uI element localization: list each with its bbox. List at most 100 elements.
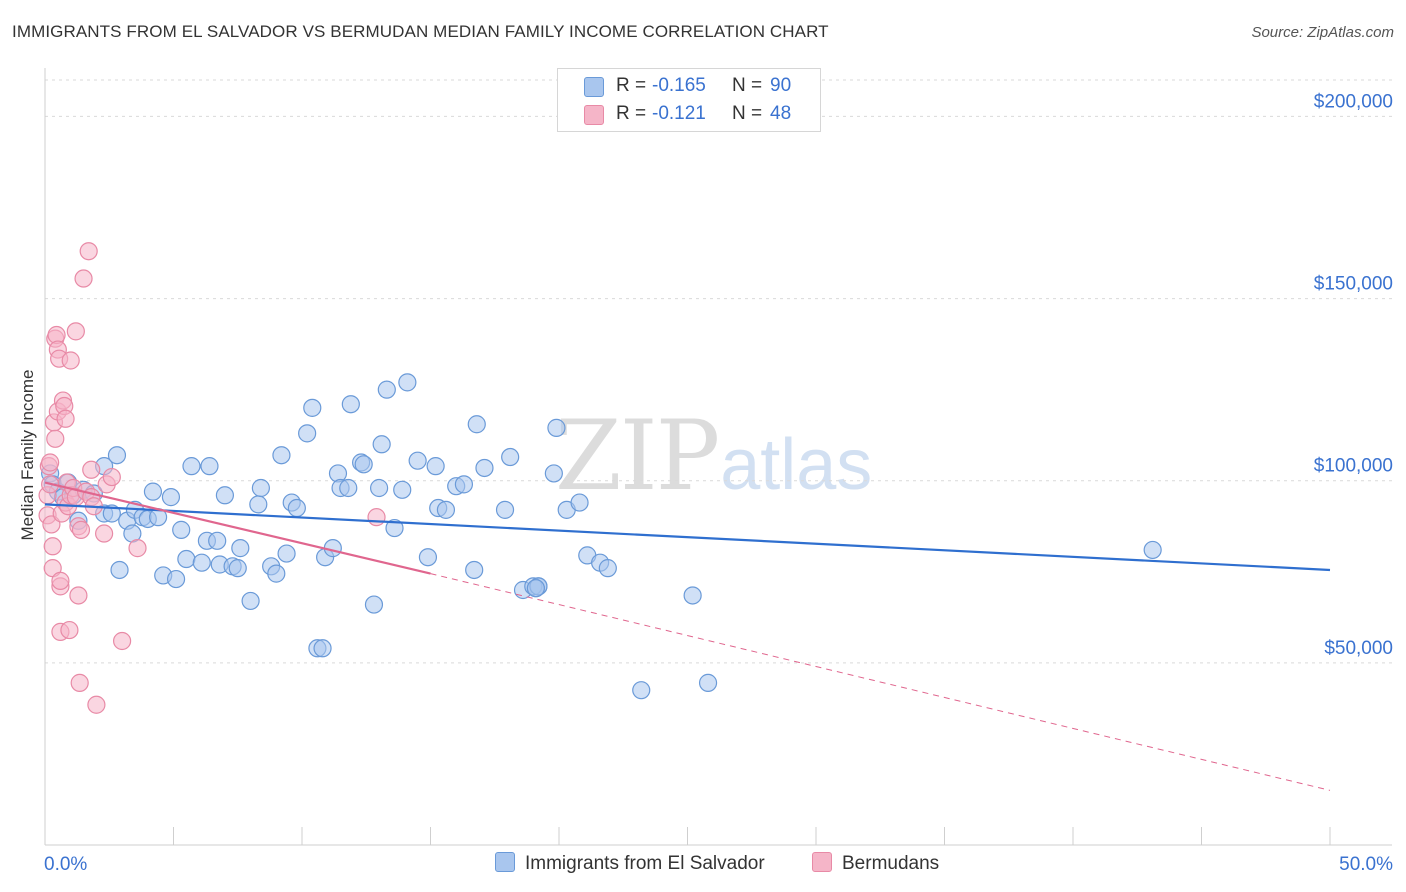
- data-point-bermudans: [79, 242, 98, 261]
- bottom-legend-label-bermudans: Bermudans: [842, 853, 940, 874]
- x-tick-label: 0.0%: [44, 854, 87, 875]
- data-point-salvador: [475, 458, 494, 478]
- data-point-bermudans: [87, 695, 106, 714]
- chart-title: IMMIGRANTS FROM EL SALVADOR VS BERMUDAN …: [12, 22, 829, 41]
- data-point-bermudans: [82, 460, 101, 479]
- legend-n-label: N =: [732, 75, 763, 96]
- data-point-salvador: [418, 548, 438, 567]
- data-point-salvador: [161, 488, 181, 507]
- data-point-bermudans: [51, 571, 70, 590]
- trend-line-salvador: [44, 503, 1331, 572]
- data-point-salvador: [208, 531, 227, 550]
- data-point-salvador: [192, 553, 211, 572]
- data-point-salvador: [110, 560, 129, 580]
- data-point-salvador: [339, 478, 358, 498]
- data-point-bermudans: [69, 586, 88, 605]
- bottom-legend-bermudans: Bermudans: [812, 852, 939, 875]
- legend-r-label: R =: [616, 103, 647, 124]
- data-point-salvador: [107, 446, 127, 465]
- data-point-salvador: [526, 579, 545, 598]
- bottom-legend-swatch-blue: [495, 852, 515, 872]
- data-point-bermudans: [71, 520, 91, 539]
- data-point-salvador: [228, 559, 247, 578]
- data-point-salvador: [570, 493, 589, 512]
- data-point-salvador: [182, 457, 201, 476]
- legend-n-value: 48: [770, 103, 792, 124]
- data-point-salvador: [251, 478, 270, 498]
- data-point-salvador: [249, 495, 268, 514]
- bottom-legend-salvador: Immigrants from El Salvador: [495, 852, 765, 875]
- data-point-salvador: [231, 539, 250, 558]
- data-point-bermudans: [70, 673, 89, 692]
- y-axis-label: Median Family Income: [18, 369, 37, 540]
- data-point-bermudans: [43, 537, 62, 556]
- legend-n-label: N =: [732, 103, 763, 124]
- data-point-salvador: [467, 415, 486, 434]
- data-point-salvador: [377, 380, 396, 399]
- legend-swatch-blue: [584, 77, 604, 97]
- legend-swatch-pink: [584, 105, 604, 125]
- data-point-salvador: [454, 475, 474, 494]
- legend-r-value: -0.165: [652, 75, 706, 96]
- data-point-salvador: [683, 586, 702, 605]
- stats-legend: R = -0.165 N = 90 R = -0.121 N = 48: [557, 68, 821, 132]
- data-point-salvador: [385, 518, 404, 538]
- data-point-bermudans: [102, 467, 121, 487]
- legend-r-value: -0.121: [652, 103, 706, 124]
- data-point-salvador: [426, 457, 445, 476]
- data-point-salvador: [102, 504, 121, 523]
- data-point-salvador: [143, 482, 163, 501]
- data-point-salvador: [372, 435, 391, 454]
- data-point-bermudans: [112, 631, 132, 651]
- data-point-bermudans: [46, 429, 65, 448]
- data-point-bermudans: [74, 269, 93, 288]
- data-point-salvador: [408, 451, 427, 470]
- data-point-bermudans: [95, 524, 114, 543]
- data-point-bermudans: [128, 539, 147, 558]
- trend-line-extension-bermudans: [430, 573, 1331, 791]
- data-point-salvador: [277, 544, 296, 563]
- data-point-salvador: [547, 418, 566, 437]
- data-point-salvador: [632, 681, 651, 700]
- data-point-bermudans: [367, 508, 386, 527]
- data-point-salvador: [200, 457, 219, 476]
- bottom-legend-swatch-pink: [812, 852, 832, 872]
- data-point-salvador: [1143, 540, 1162, 560]
- data-point-bermudans: [41, 453, 60, 472]
- data-point-bermudans: [56, 409, 75, 428]
- data-point-salvador: [598, 559, 617, 578]
- data-point-salvador: [398, 373, 417, 392]
- data-point-salvador: [298, 424, 317, 443]
- data-point-salvador: [495, 500, 515, 519]
- data-point-salvador: [215, 486, 234, 505]
- data-point-salvador: [303, 398, 322, 417]
- data-point-salvador: [698, 673, 718, 692]
- data-point-salvador: [272, 446, 291, 465]
- data-point-salvador: [544, 464, 563, 483]
- legend-r-label: R =: [616, 75, 647, 96]
- bottom-legend-label-salvador: Immigrants from El Salvador: [525, 853, 765, 874]
- data-point-salvador: [241, 591, 260, 611]
- y-tick-label: $100,000: [1314, 456, 1393, 477]
- y-tick-label: $150,000: [1314, 274, 1393, 295]
- y-tick-label: $50,000: [1324, 638, 1393, 659]
- trend-line-bermudans: [44, 481, 431, 575]
- data-point-salvador: [267, 564, 286, 583]
- x-tick-label: 50.0%: [1339, 854, 1393, 875]
- data-point-bermudans: [61, 351, 80, 370]
- data-point-bermudans: [66, 322, 85, 341]
- source-label: Source: ZipAtlas.com: [1251, 24, 1394, 41]
- data-point-salvador: [177, 549, 196, 569]
- data-point-salvador: [370, 478, 389, 498]
- data-point-bermudans: [60, 620, 79, 640]
- data-point-salvador: [393, 480, 412, 499]
- data-point-salvador: [465, 560, 484, 580]
- legend-n-value: 90: [770, 75, 792, 96]
- y-tick-label: $200,000: [1314, 91, 1393, 112]
- data-point-salvador: [436, 500, 456, 519]
- data-point-salvador: [364, 595, 384, 614]
- data-point-salvador: [166, 569, 186, 589]
- data-point-salvador: [354, 455, 373, 474]
- data-point-salvador: [172, 520, 191, 539]
